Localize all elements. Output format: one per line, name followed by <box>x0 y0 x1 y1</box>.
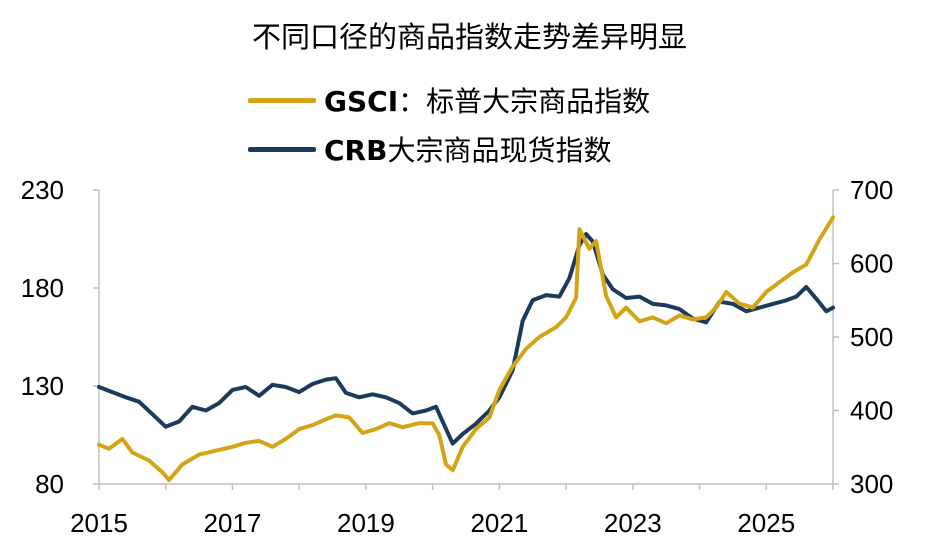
right-tick-label: 700 <box>850 175 893 205</box>
legend-entry-crb: CRB大宗商品现货指数 <box>248 129 611 169</box>
left-tick-label: 80 <box>35 469 64 499</box>
x-tick-label: 2023 <box>604 508 662 538</box>
legend-label-gsci: GSCI：标普大宗商品指数 <box>324 80 650 120</box>
chart-title: 不同口径的商品指数走势差异明显 <box>251 20 687 54</box>
legend-label-gsci-rest: ：标普大宗商品指数 <box>398 85 651 118</box>
legend-label-gsci-bold: GSCI <box>324 85 399 118</box>
right-tick-label: 300 <box>850 469 893 499</box>
left-tick-label: 130 <box>21 371 64 401</box>
legend-label-crb-bold: CRB <box>324 134 388 167</box>
x-tick-label: 2017 <box>204 508 262 538</box>
right-tick-label: 600 <box>850 249 893 279</box>
x-tick-label: 2025 <box>737 508 795 538</box>
legend-swatch-gsci <box>248 97 316 103</box>
series-line-crb <box>97 232 835 446</box>
x-tick-label: 2015 <box>70 508 128 538</box>
x-tick-label: 2019 <box>337 508 395 538</box>
legend-entry-gsci: GSCI：标普大宗商品指数 <box>248 80 650 120</box>
left-tick-label: 180 <box>21 273 64 303</box>
x-tick-label: 2021 <box>470 508 528 538</box>
legend-label-crb-rest: 大宗商品现货指数 <box>387 134 612 167</box>
legend-label-crb: CRB大宗商品现货指数 <box>324 129 611 169</box>
legend-swatch-crb <box>248 146 316 152</box>
right-tick-label: 400 <box>850 396 893 426</box>
right-tick-label: 500 <box>850 322 893 352</box>
series-line-gsci <box>97 215 835 483</box>
left-tick-label: 230 <box>21 175 64 205</box>
